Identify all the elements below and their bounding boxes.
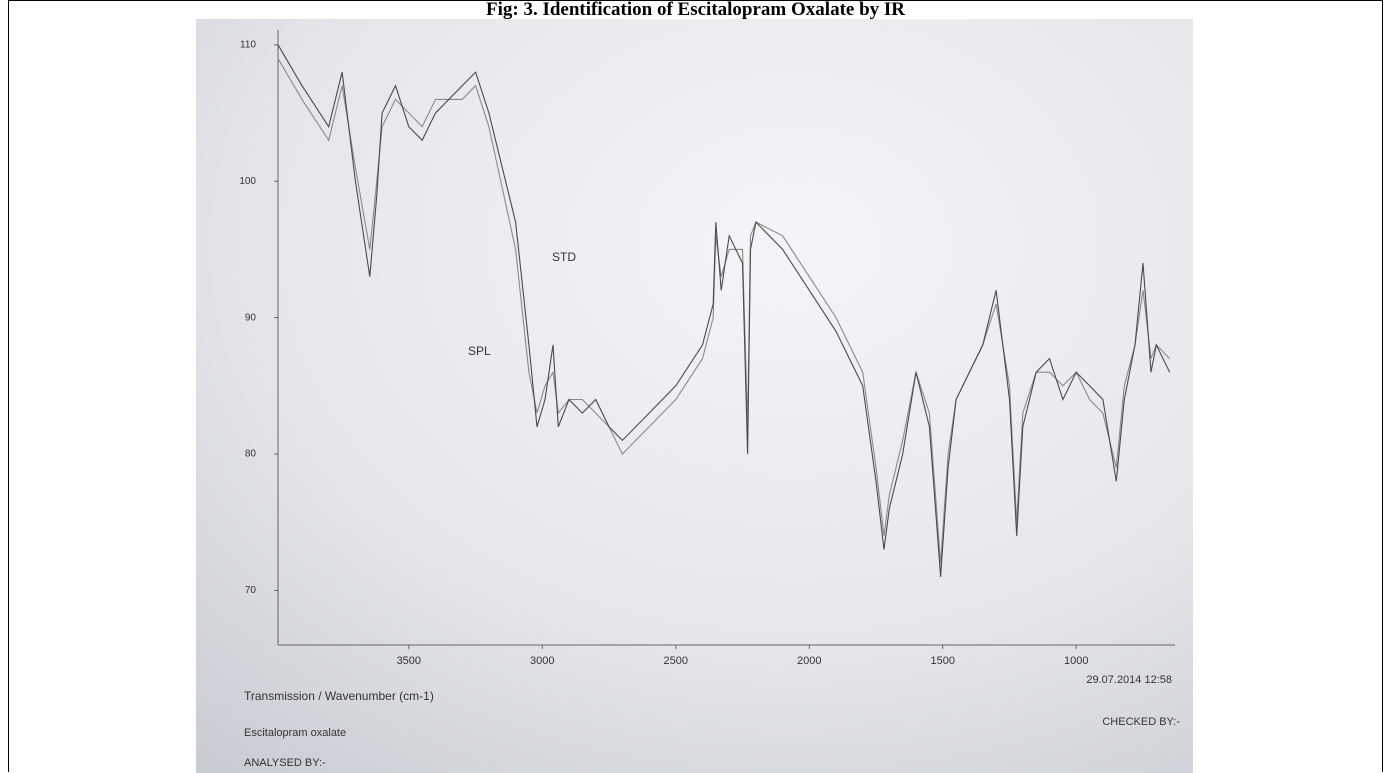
photo-background (196, 19, 1193, 773)
x-tick-label: 1500 (930, 655, 954, 667)
y-tick-label: 80 (245, 449, 257, 460)
x-tick-label: 3500 (397, 655, 421, 667)
figure-title: Fig: 3. Identification of Escitalopram O… (485, 0, 906, 20)
x-tick-label: 2500 (664, 655, 688, 667)
x-tick-label: 1000 (1064, 655, 1088, 667)
spectrum-line (277, 44, 1171, 577)
y-tick-label: 70 (245, 585, 257, 596)
x-tick-label: 3000 (530, 655, 554, 667)
x-tick-label: 2000 (797, 655, 821, 667)
y-tick-label: 100 (239, 176, 256, 187)
date-time: 29.07.2014 12:58 (1086, 674, 1172, 686)
y-tick-label: 110 (240, 39, 256, 50)
series-annotation: SPL (468, 344, 491, 358)
page-frame (8, 0, 1383, 772)
x-axis-label: Transmission / Wavenumber (cm-1) (244, 689, 434, 703)
sample-name: Escitalopram oxalate (244, 727, 346, 739)
analysed-by: ANALYSED BY:- (244, 757, 326, 769)
series-annotation: STD (552, 250, 576, 264)
checked-by: CHECKED BY:- (1102, 716, 1180, 728)
y-tick-label: 90 (245, 312, 257, 323)
